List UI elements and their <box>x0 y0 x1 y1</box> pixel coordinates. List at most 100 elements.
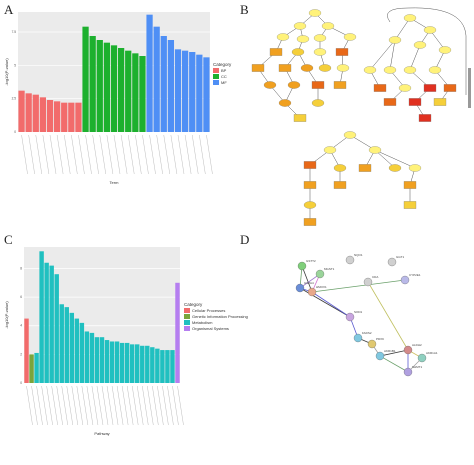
bar <box>39 251 44 383</box>
x-tick-label-placeholder <box>99 134 107 175</box>
x-tick-label-placeholder <box>106 134 114 175</box>
x-tick-label-placeholder <box>172 385 179 426</box>
y-tick-label: 4 <box>20 324 22 328</box>
go-term-node <box>368 146 382 154</box>
protein-label: CYP2E1 <box>409 273 421 277</box>
go-term-node <box>418 114 432 122</box>
bar <box>96 40 103 132</box>
go-term-node <box>383 66 397 74</box>
bar <box>34 352 39 383</box>
x-tick-label-placeholder <box>85 134 92 175</box>
x-tick-label-placeholder <box>121 385 129 426</box>
bar <box>109 341 115 383</box>
x-tick-label-placeholder <box>106 385 114 426</box>
bar <box>145 345 150 383</box>
protein-node <box>403 345 413 355</box>
go-term-node <box>403 14 417 22</box>
interaction-edge <box>379 355 409 373</box>
protein-node <box>375 351 385 361</box>
bar <box>153 26 160 133</box>
go-term-node <box>423 84 437 92</box>
x-tick-label-placeholder <box>46 385 53 426</box>
bar <box>74 318 80 383</box>
kegg-pathway-bar-chart: 0 2 4 6 8 Pathway -log10(P-value) <box>4 247 184 436</box>
kegg-legend: Category Cellular Processes Genetic Info… <box>184 302 248 332</box>
x-tick-label-placeholder <box>56 134 64 175</box>
bar <box>125 50 132 132</box>
y-tick-label: 6 <box>20 295 22 299</box>
bar <box>54 274 59 383</box>
legend-title: Category <box>213 62 232 67</box>
x-tick-label-placeholder <box>142 134 149 175</box>
x-tick-label-placeholder <box>177 134 185 175</box>
go-term-node <box>251 64 265 72</box>
x-tick-label-placeholder <box>26 385 33 426</box>
go-term-node <box>333 164 347 172</box>
x-tick-label-placeholder <box>56 385 63 426</box>
bar <box>89 332 95 383</box>
go-term-node <box>303 201 317 209</box>
bar <box>174 49 182 133</box>
go-term-node <box>287 81 301 89</box>
go-term-node <box>300 64 314 72</box>
x-tick-label-placeholder <box>136 385 144 426</box>
x-tick-label-placeholder <box>36 385 43 426</box>
legend-item-mf: MF <box>213 80 231 86</box>
x-tick-label-placeholder <box>92 134 99 175</box>
bar <box>114 341 120 383</box>
protein-label: PDXK <box>376 337 384 341</box>
go-enrichment-bar-chart: 0 2.5 5 7.5 Term -log10(P-value) <box>4 12 213 185</box>
panel-label-c: C <box>4 232 13 247</box>
bar <box>160 36 167 132</box>
graph-edge <box>374 149 416 169</box>
go-term-node <box>403 201 417 209</box>
protein-label: GSTT2 <box>306 259 316 263</box>
bar <box>139 56 146 132</box>
bar <box>94 337 100 383</box>
bar <box>140 345 145 383</box>
y-axis-title: -log10(P-value) <box>4 58 9 86</box>
protein-label: HMOX1 <box>316 285 327 289</box>
graph-edge <box>389 39 396 71</box>
x-axis-title: Pathway <box>94 431 109 436</box>
x-tick-label-placeholder <box>71 134 78 175</box>
x-tick-label-placeholder <box>199 134 206 175</box>
interaction-edge <box>301 265 313 293</box>
x-tick-label-placeholder <box>61 385 68 426</box>
y-tick-label: 0 <box>14 130 16 134</box>
panel-label-d: D <box>240 232 250 247</box>
x-tick-label-placeholder <box>120 134 128 175</box>
legend-item-genetic-information: Genetic Information Processing <box>184 314 248 320</box>
x-tick-label-placeholder <box>191 134 199 175</box>
go-term-node <box>276 33 290 41</box>
bar <box>181 50 189 132</box>
y-tick-label: 7.5 <box>12 30 17 34</box>
protein-node <box>353 333 363 343</box>
protein-node <box>295 283 305 293</box>
x-axis-title: Term <box>110 180 120 185</box>
bar <box>99 337 105 383</box>
go-term-node <box>433 98 447 106</box>
bar <box>75 102 82 132</box>
legend-item-cellular-processes: Cellular Processes <box>184 308 248 314</box>
go-term-node <box>423 26 437 34</box>
bar <box>82 26 89 133</box>
y-tick-label: 5 <box>14 63 16 67</box>
protein-node <box>387 257 397 267</box>
x-tick-label-placeholder <box>152 385 159 426</box>
graph-edge <box>387 7 467 95</box>
x-tick-label-placeholder <box>91 385 99 426</box>
x-tick-label-placeholder <box>113 134 121 175</box>
interaction-edge <box>311 279 406 293</box>
x-tick-label-placeholder <box>116 385 124 426</box>
panel-label-a: A <box>4 2 14 17</box>
bar <box>89 36 96 132</box>
protein-node <box>307 287 317 297</box>
bar <box>79 322 85 383</box>
x-tick-label-placeholder <box>167 385 174 426</box>
go-term-node <box>296 35 310 43</box>
x-tick-label-placeholder <box>149 134 156 175</box>
bar <box>119 342 125 383</box>
x-tick-label-placeholder <box>41 385 48 426</box>
bar <box>24 318 29 383</box>
